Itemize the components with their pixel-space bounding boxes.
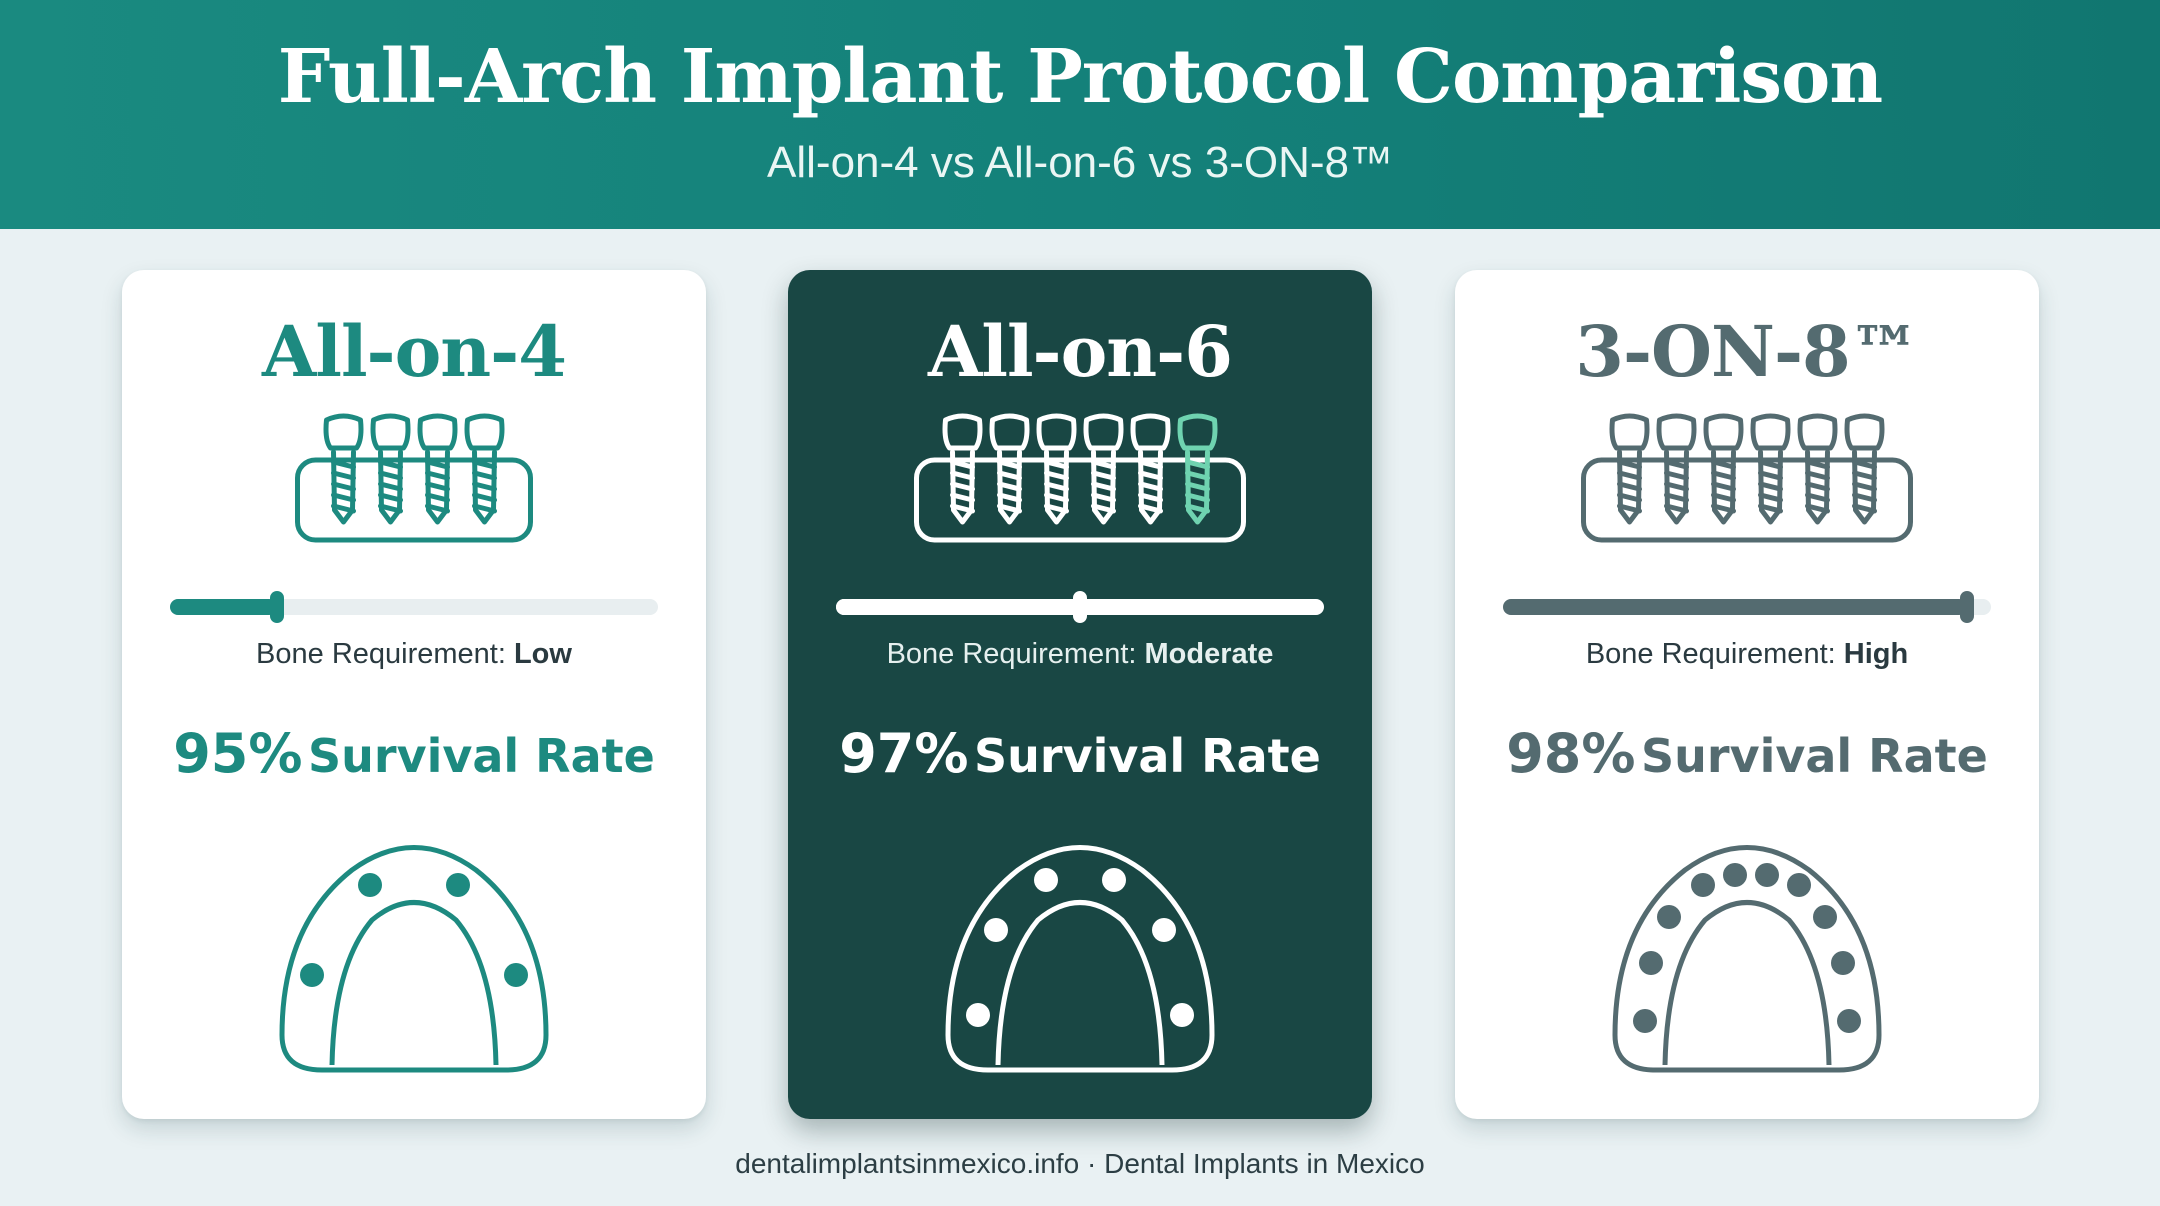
dental-arch-icon — [945, 845, 1215, 1073]
page-title: Full-Arch Implant Protocol Comparison — [277, 34, 1883, 120]
bone-requirement-level: High — [1843, 638, 1909, 670]
implant-position-dot — [1831, 951, 1855, 975]
implant-position-dot — [1639, 951, 1663, 975]
bone-bar-knob — [270, 591, 285, 623]
implant-position-dot — [1723, 863, 1747, 887]
implant-position-dot — [1657, 905, 1681, 929]
gum-base-icon — [914, 457, 1246, 543]
implant-row-icon — [295, 413, 533, 543]
bone-requirement-bar — [1503, 591, 1991, 623]
implant-position-dot — [984, 918, 1008, 942]
survival-label: Survival Rate — [974, 729, 1321, 783]
implant-position-dot — [1837, 1009, 1861, 1033]
implant-icon — [1036, 413, 1077, 525]
implant-icon — [323, 413, 364, 525]
implant-icon — [1177, 413, 1218, 525]
implant-position-dot — [504, 963, 528, 987]
card-title: 3-ON-8™ — [1575, 310, 1919, 393]
implant-icon — [1750, 413, 1791, 525]
implant-icon — [989, 413, 1030, 525]
implant-icon — [1797, 413, 1838, 525]
arch-diagram-icon — [1612, 845, 1882, 1073]
bone-requirement-text: Bone Requirement: Low — [122, 638, 706, 671]
bone-requirement-label: Bone Requirement: — [886, 638, 1137, 670]
gum-base-icon — [295, 457, 533, 543]
bone-bar-fill — [170, 599, 278, 615]
implant-position-dot — [1691, 873, 1715, 897]
protocol-card-3-on-8: 3-ON-8™ Bone Requirement: High 98% Survi… — [1455, 270, 2039, 1119]
implant-position-dot — [1170, 1003, 1194, 1027]
bone-bar-fill — [836, 599, 1080, 615]
card-title: All-on-6 — [928, 310, 1233, 393]
protocol-card-all-on-4: All-on-4 Bone Requirement: Low 95% Survi… — [122, 270, 706, 1119]
implant-position-dot — [358, 873, 382, 897]
implant-position-dot — [1102, 868, 1126, 892]
bone-requirement-level: Low — [513, 638, 572, 670]
bone-bar-knob — [1959, 591, 1974, 623]
bone-requirement-text: Bone Requirement: Moderate — [788, 638, 1372, 671]
implant-icon — [1609, 413, 1650, 525]
implant-position-dot — [1787, 873, 1811, 897]
implant-position-dot — [300, 963, 324, 987]
implant-row-icon — [914, 413, 1246, 543]
bone-requirement-level: Moderate — [1144, 638, 1274, 670]
implant-position-dot — [1633, 1009, 1657, 1033]
implant-position-dot — [1755, 863, 1779, 887]
bone-bar-track — [170, 599, 658, 615]
card-title: All-on-4 — [262, 310, 567, 393]
implant-icon — [942, 413, 983, 525]
bone-bar-fill — [1503, 599, 1967, 615]
bone-requirement-label: Bone Requirement: — [256, 638, 506, 670]
implant-row-icon — [1581, 413, 1913, 543]
page-subtitle: All-on-4 vs All-on-6 vs 3-ON-8™ — [767, 138, 1393, 187]
implant-icon — [370, 413, 411, 525]
survival-label: Survival Rate — [308, 729, 655, 783]
implant-position-dot — [446, 873, 470, 897]
bone-requirement-bar — [170, 591, 658, 623]
dental-arch-icon — [279, 845, 549, 1073]
survival-rate: 95% Survival Rate — [122, 722, 706, 785]
arch-diagram-icon — [945, 845, 1215, 1073]
implant-position-dot — [1152, 918, 1176, 942]
bone-bar-knob — [1073, 591, 1087, 623]
implant-icon — [1703, 413, 1744, 525]
implant-position-dot — [966, 1003, 990, 1027]
survival-label: Survival Rate — [1641, 729, 1988, 783]
implant-icon — [1083, 413, 1124, 525]
implant-position-dot — [1813, 905, 1837, 929]
protocol-card-all-on-6: All-on-6 Bone Requirement: Moderate 97% … — [788, 270, 1372, 1119]
survival-percent: 98% — [1506, 722, 1636, 785]
implant-icon — [1130, 413, 1171, 525]
survival-percent: 95% — [173, 722, 303, 785]
footer-credit: dentalimplantsinmexico.info · Dental Imp… — [735, 1148, 1425, 1179]
implant-position-dot — [1034, 868, 1058, 892]
gum-base-icon — [1581, 457, 1913, 543]
arch-diagram-icon — [279, 845, 549, 1073]
bone-requirement-text: Bone Requirement: High — [1455, 638, 2039, 671]
implant-icon — [1844, 413, 1885, 525]
dental-arch-icon — [1612, 845, 1882, 1073]
header-banner: Full-Arch Implant Protocol Comparison Al… — [0, 0, 2160, 229]
survival-percent: 97% — [839, 722, 969, 785]
implant-icon — [1656, 413, 1697, 525]
implant-icon — [464, 413, 505, 525]
survival-rate: 97% Survival Rate — [788, 722, 1372, 785]
bone-requirement-bar — [836, 591, 1324, 623]
implant-icon — [417, 413, 458, 525]
bone-requirement-label: Bone Requirement: — [1585, 638, 1836, 670]
survival-rate: 98% Survival Rate — [1455, 722, 2039, 785]
